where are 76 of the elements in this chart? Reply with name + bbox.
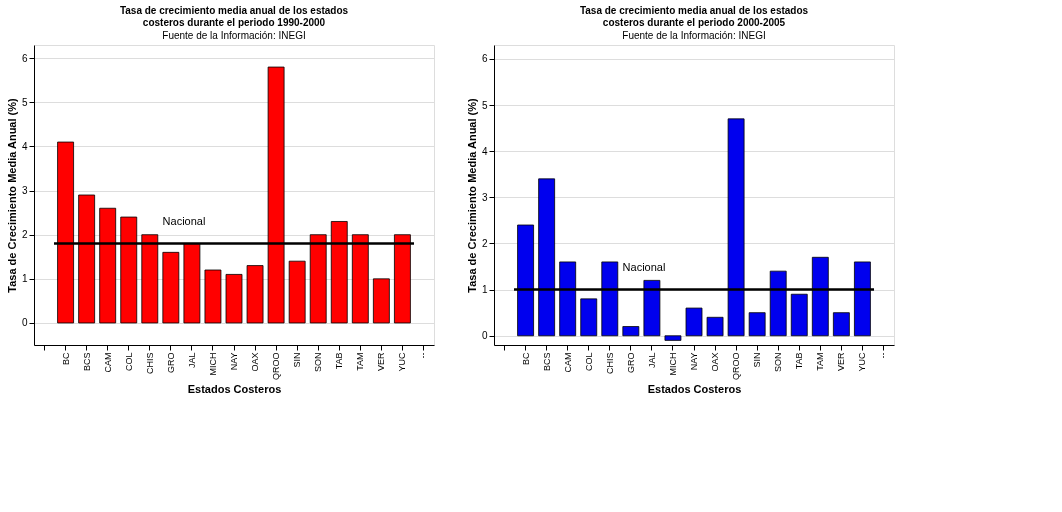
- y-tick-label: 5: [481, 99, 488, 111]
- x-tick-label: YUC: [397, 352, 408, 372]
- bar: [790, 293, 808, 337]
- x-tick-label: SIN: [752, 352, 763, 368]
- x-tick-label: CAM: [102, 352, 113, 373]
- x-tick-label: TAM: [815, 352, 826, 371]
- bar: [162, 251, 180, 324]
- x-tick-label: MICH: [667, 352, 678, 376]
- y-axis-title: Tasa de Crecimiento Media Anual (%): [5, 97, 18, 293]
- bar: [580, 298, 598, 337]
- chart-subtitle: Fuente de la Información: INEGI: [622, 30, 766, 41]
- x-tick-label: COL: [123, 352, 134, 372]
- x-tick-label: JAL: [186, 352, 197, 369]
- bar: [706, 316, 724, 337]
- text: Tasa de crecimiento media anual de los estados: [579, 5, 809, 16]
- bar: [748, 312, 766, 337]
- x-tick-label: SON: [773, 352, 784, 373]
- x-tick-label: CHIS: [144, 352, 155, 375]
- x-tick-label: GRO: [625, 352, 636, 374]
- x-tick-label: COL: [583, 352, 594, 372]
- bar: [246, 265, 264, 324]
- x-tick-label: BCS: [541, 352, 552, 372]
- y-tick-label: 0: [481, 330, 488, 342]
- y-tick-label: 0: [21, 317, 28, 329]
- text: costeros durante el periodo 1990-2000: [142, 17, 326, 28]
- x-tick-label: BC: [520, 352, 531, 366]
- bar: [225, 274, 243, 324]
- x-tick-label: OAX: [710, 352, 721, 372]
- x-tick-label: OAX: [250, 352, 261, 372]
- bar: [204, 269, 222, 324]
- x-tick-label: TAM: [355, 352, 366, 371]
- ref-line-label: Nacional: [622, 260, 666, 273]
- y-tick-label: 6: [481, 53, 488, 65]
- x-tick-label: BCS: [81, 352, 92, 372]
- x-tick-label: SIN: [292, 352, 303, 368]
- y-tick-label: 1: [481, 284, 488, 296]
- y-tick-label: 2: [481, 237, 488, 249]
- x-tick-label: MICH: [207, 352, 218, 376]
- x-tick-label: VER: [836, 352, 847, 372]
- y-tick-label: 1: [21, 273, 28, 285]
- x-tick-label: VER: [376, 352, 387, 372]
- x-tick-label: CHIS: [604, 352, 615, 375]
- x-tick-label: SON: [313, 352, 324, 373]
- chart-subtitle: Fuente de la Información: INEGI: [162, 30, 306, 41]
- bar: [372, 278, 390, 324]
- y-axis-title: Tasa de Crecimiento Media Anual (%): [465, 97, 478, 293]
- bar: [685, 307, 703, 337]
- bar: [622, 326, 640, 337]
- y-tick-label: 2: [21, 229, 28, 241]
- x-tick-label: TAB: [334, 352, 345, 370]
- bar: [288, 260, 306, 324]
- x-tick-label: GRO: [165, 352, 176, 374]
- x-tick-label: CAM: [562, 352, 573, 373]
- bar: [664, 335, 682, 341]
- y-tick-label: 3: [481, 191, 488, 203]
- text: Tasa de crecimiento media anual de los estados: [119, 5, 349, 16]
- y-tick-label: 3: [21, 185, 28, 197]
- x-tick-label: JAL: [646, 352, 657, 369]
- x-tick-label: TAB: [794, 352, 805, 370]
- y-tick-label: 4: [481, 145, 488, 157]
- y-tick-label: 4: [21, 140, 28, 152]
- bar: [832, 312, 850, 337]
- text: costeros durante el periodo 2000-2005: [602, 17, 786, 28]
- x-axis-title: Estados Costeros: [647, 383, 742, 395]
- x-tick-label: --: [418, 352, 429, 359]
- y-tick-label: 5: [21, 96, 28, 108]
- x-axis-title: Estados Costeros: [187, 383, 282, 395]
- x-tick-label: QROO: [731, 352, 742, 381]
- x-tick-label: NAY: [229, 352, 239, 371]
- x-tick-label: NAY: [689, 352, 699, 371]
- y-tick-label: 6: [21, 52, 28, 64]
- ref-line-label: Nacional: [162, 214, 206, 227]
- x-tick-label: BC: [60, 352, 71, 366]
- x-tick-label: --: [878, 352, 889, 359]
- x-tick-label: YUC: [857, 352, 868, 372]
- x-tick-label: QROO: [271, 352, 282, 381]
